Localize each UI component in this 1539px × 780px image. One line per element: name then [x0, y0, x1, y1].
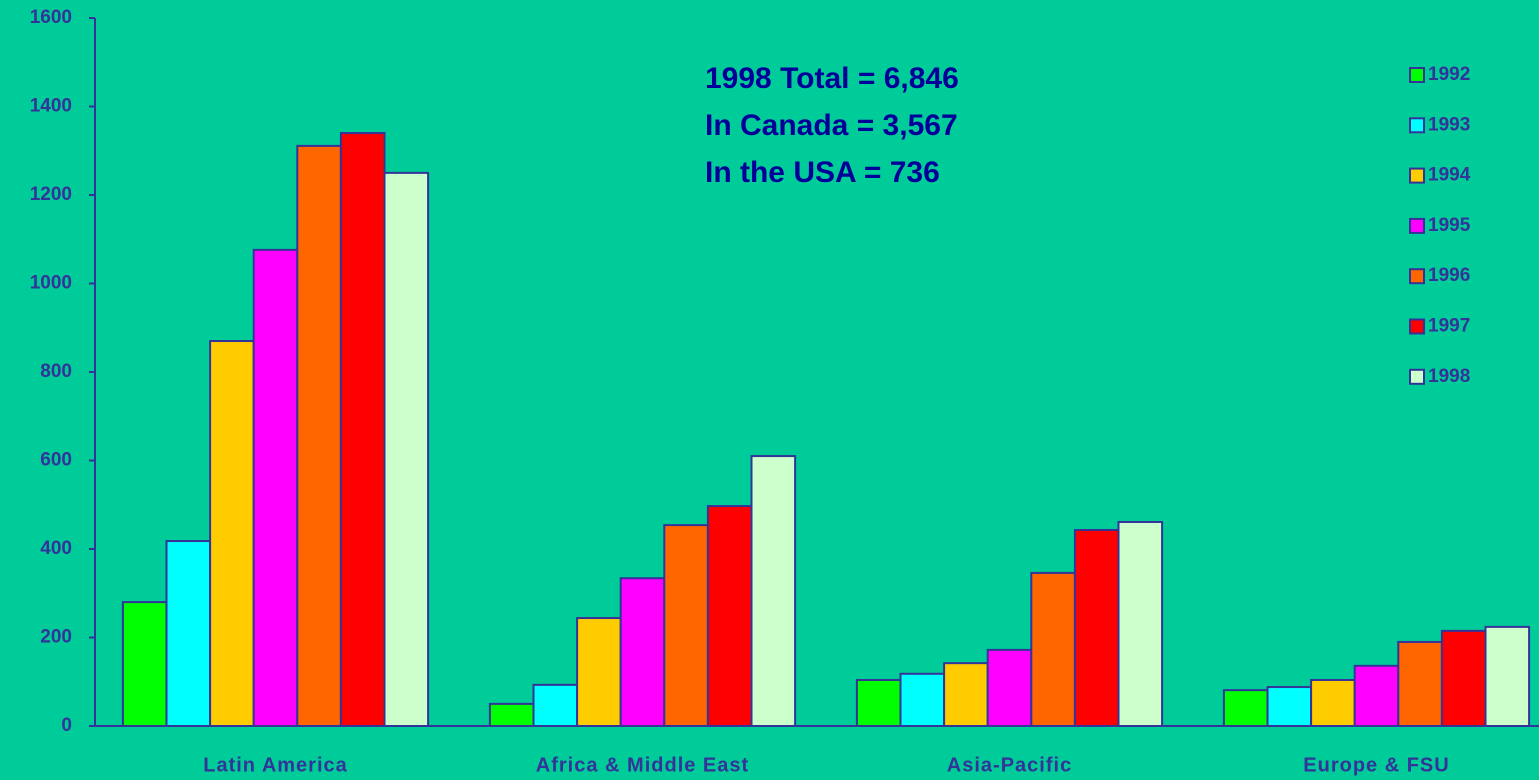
- bar: [165, 540, 212, 727]
- x-tick-label: Europe & FSU: [1303, 754, 1449, 776]
- x-tick-label: Latin America: [203, 754, 348, 776]
- legend-swatch: [1409, 117, 1425, 134]
- bar: [855, 678, 902, 727]
- y-tick-label: 1200: [30, 184, 72, 205]
- bar: [576, 617, 622, 728]
- bar: [252, 248, 299, 727]
- bar: [899, 672, 946, 727]
- legend-label: 1997: [1428, 316, 1470, 337]
- bar: [532, 683, 579, 727]
- bar: [121, 601, 168, 727]
- legend-swatch: [1409, 217, 1425, 234]
- legend-swatch: [1409, 368, 1425, 385]
- bar: [1440, 629, 1487, 727]
- x-tick-label: Asia-Pacific: [947, 754, 1072, 776]
- bar: [209, 340, 255, 727]
- bar: [1484, 625, 1531, 728]
- bar: [619, 577, 666, 728]
- bar: [943, 662, 989, 727]
- bar: [1073, 528, 1120, 727]
- bar: [488, 702, 535, 727]
- y-tick-label: 600: [40, 450, 72, 471]
- annotation: 1998 Total = 6,846: [705, 62, 959, 95]
- legend-label: 1998: [1428, 366, 1470, 387]
- y-tick-label: 800: [40, 361, 72, 382]
- legend-swatch: [1409, 167, 1425, 184]
- bar: [1117, 521, 1164, 727]
- legend-label: 1996: [1428, 265, 1470, 286]
- annotation: In Canada = 3,567: [705, 109, 958, 142]
- y-tick-label: 0: [61, 715, 72, 736]
- bar: [663, 524, 709, 727]
- bar: [1310, 678, 1356, 727]
- annotation: In the USA = 736: [705, 156, 940, 189]
- bar: [1222, 689, 1269, 727]
- y-tick-label: 1400: [30, 96, 72, 117]
- legend-label: 1995: [1428, 215, 1471, 236]
- y-tick-label: 1600: [30, 7, 72, 28]
- bar: [1397, 640, 1443, 727]
- y-tick-label: 400: [40, 538, 72, 559]
- bar: [1353, 664, 1400, 728]
- legend-swatch: [1409, 318, 1425, 335]
- bar: [1266, 686, 1313, 727]
- x-tick-label: Africa & Middle East: [536, 754, 749, 776]
- bar: [296, 144, 342, 727]
- bar: [1030, 571, 1076, 728]
- bar: [383, 171, 430, 727]
- legend-label: 1992: [1428, 64, 1470, 85]
- legend-label: 1994: [1428, 165, 1471, 186]
- bar: [339, 132, 386, 728]
- legend-label: 1993: [1428, 114, 1470, 135]
- y-tick-label: 1000: [30, 273, 72, 294]
- bar: [986, 648, 1033, 728]
- legend-swatch: [1409, 268, 1425, 285]
- bar: [706, 505, 753, 728]
- bar: [750, 455, 797, 727]
- legend-swatch: [1409, 67, 1425, 83]
- y-tick-label: 200: [40, 627, 72, 648]
